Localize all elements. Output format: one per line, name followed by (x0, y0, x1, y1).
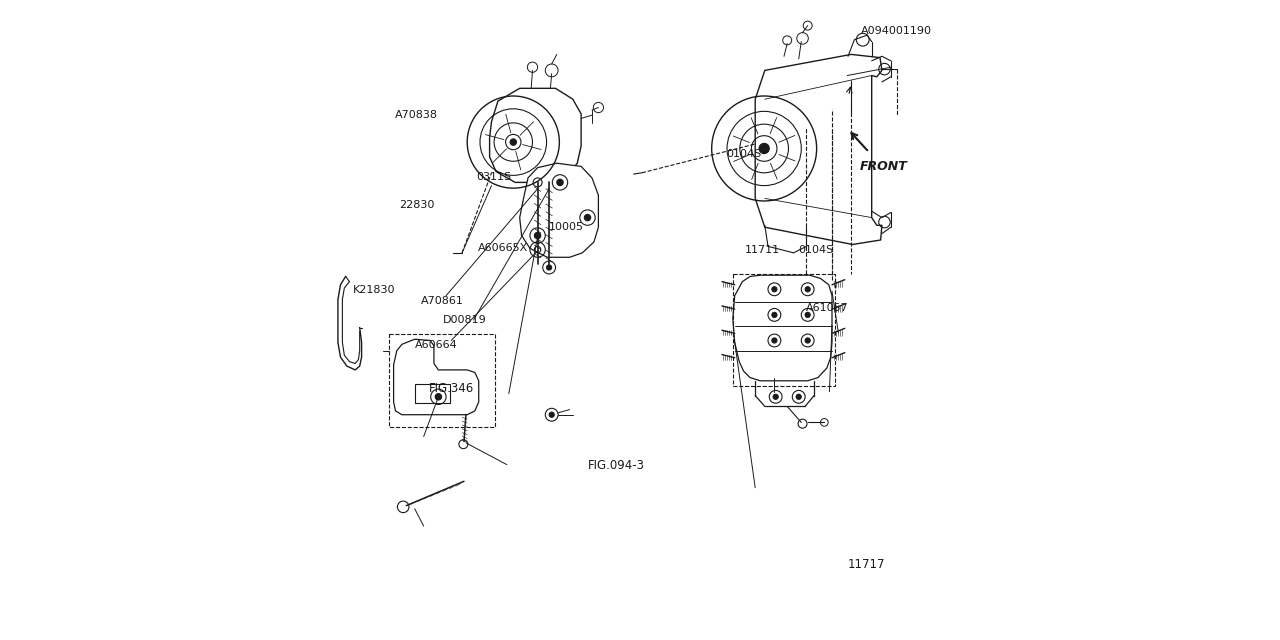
Circle shape (805, 312, 810, 317)
Text: 22830: 22830 (399, 200, 434, 210)
Circle shape (759, 143, 769, 154)
Circle shape (805, 287, 810, 292)
Circle shape (796, 394, 801, 399)
Text: A70838: A70838 (394, 110, 438, 120)
Text: 0104S: 0104S (727, 148, 762, 159)
Circle shape (772, 312, 777, 317)
Circle shape (584, 214, 591, 221)
Circle shape (805, 338, 810, 343)
Text: A094001190: A094001190 (860, 26, 932, 36)
Polygon shape (394, 339, 479, 415)
Text: 10005: 10005 (549, 222, 584, 232)
Text: D00819: D00819 (443, 315, 486, 325)
Text: 0311S: 0311S (476, 172, 511, 182)
Text: A60665X: A60665X (479, 243, 529, 253)
Text: A60664: A60664 (415, 340, 457, 350)
Text: K21830: K21830 (353, 285, 396, 295)
Polygon shape (755, 54, 882, 244)
Bar (415, 384, 451, 403)
Text: FRONT: FRONT (860, 160, 908, 173)
Circle shape (772, 287, 777, 292)
Text: 11711: 11711 (745, 244, 780, 255)
Circle shape (549, 412, 554, 417)
Circle shape (547, 265, 552, 270)
Circle shape (509, 139, 517, 145)
Text: 0104S: 0104S (799, 244, 835, 255)
Polygon shape (732, 275, 832, 381)
Text: FIG.094-3: FIG.094-3 (588, 460, 645, 472)
Bar (732, 274, 835, 386)
Circle shape (557, 179, 563, 186)
Text: A70861: A70861 (420, 296, 463, 306)
Circle shape (772, 338, 777, 343)
Text: A61057: A61057 (806, 303, 849, 314)
Bar (389, 334, 495, 427)
Circle shape (535, 232, 541, 239)
Text: 11717: 11717 (847, 558, 884, 571)
Circle shape (435, 394, 442, 400)
Polygon shape (490, 88, 581, 182)
Text: FIG.346: FIG.346 (429, 382, 474, 395)
Circle shape (773, 394, 778, 399)
Polygon shape (520, 163, 599, 257)
